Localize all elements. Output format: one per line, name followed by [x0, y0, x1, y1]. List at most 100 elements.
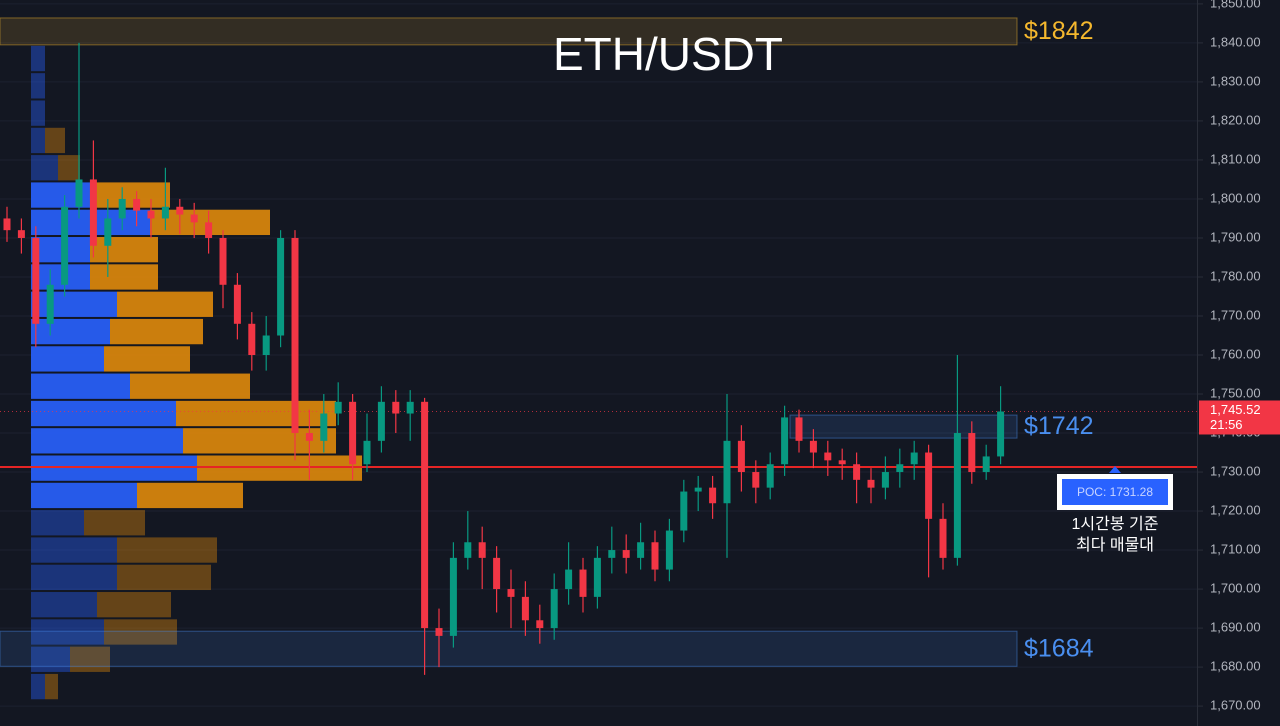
- candle-body: [939, 518, 947, 558]
- candle-body: [781, 417, 789, 465]
- y-tick-label: 1,840.00: [1210, 34, 1261, 49]
- y-tick-label: 1,690.00: [1210, 620, 1261, 635]
- zone-label: $1842: [1024, 17, 1094, 45]
- candle-body: [133, 198, 141, 211]
- profile-buy-bar: [31, 182, 95, 208]
- profile-buy-bar: [31, 564, 117, 591]
- profile-sell-bar: [137, 482, 243, 509]
- y-tick-label: 1,710.00: [1210, 541, 1261, 556]
- candle-body: [521, 596, 529, 621]
- candle-body: [248, 323, 256, 356]
- profile-sell-bar: [183, 428, 336, 454]
- profile-sell-bar: [90, 237, 158, 263]
- candle-body: [233, 284, 241, 324]
- y-tick-label: 1,790.00: [1210, 229, 1261, 244]
- y-tick-label: 1,770.00: [1210, 307, 1261, 322]
- y-tick-label: 1,810.00: [1210, 151, 1261, 166]
- candle-body: [982, 456, 990, 473]
- candle-body: [694, 487, 702, 492]
- candle-body: [363, 440, 371, 465]
- poc-note: 최다 매물대: [1076, 536, 1154, 554]
- candle-body: [665, 530, 673, 570]
- candle-body: [997, 411, 1005, 457]
- zone-box: [789, 414, 1018, 439]
- candle-body: [766, 464, 774, 488]
- profile-buy-bar: [31, 592, 97, 618]
- profile-buy-bar: [31, 155, 58, 181]
- poc-note: 1시간봉 기준: [1072, 515, 1159, 533]
- profile-buy-bar: [31, 619, 104, 645]
- candle-body: [550, 589, 558, 629]
- profile-sell-bar: [58, 155, 80, 181]
- candle-body: [406, 401, 414, 414]
- candle-body: [565, 569, 573, 590]
- candle-body: [161, 206, 169, 219]
- profile-buy-bar: [31, 45, 45, 72]
- profile-sell-bar: [176, 400, 336, 427]
- profile-buy-bar: [31, 510, 84, 536]
- profile-buy-bar: [31, 291, 117, 317]
- candle-body: [349, 401, 357, 465]
- candle-body: [190, 214, 198, 223]
- candle-body: [853, 464, 861, 480]
- candle-body: [680, 491, 688, 531]
- profile-sell-bar: [117, 291, 213, 317]
- candle-body: [723, 440, 731, 504]
- profile-buy-bar: [31, 73, 45, 99]
- profile-sell-bar: [110, 318, 203, 345]
- last-price-label: 1,745.52: [1210, 402, 1261, 417]
- profile-sell-bar: [90, 264, 158, 290]
- candle-body: [219, 237, 227, 285]
- candle-body: [795, 417, 803, 441]
- y-tick-label: 1,670.00: [1210, 698, 1261, 713]
- y-tick-label: 1,720.00: [1210, 502, 1261, 517]
- candle-body: [709, 487, 717, 504]
- profile-sell-bar: [117, 537, 217, 563]
- candle-body: [651, 542, 659, 570]
- candle-body: [449, 557, 457, 636]
- candle-body: [305, 433, 313, 441]
- candle-body: [622, 550, 630, 558]
- zone-box: [0, 17, 1018, 46]
- profile-buy-bar: [31, 264, 90, 290]
- candle-body: [968, 433, 976, 473]
- candle-body: [637, 542, 645, 558]
- last-price-tag: [1199, 400, 1280, 435]
- profile-buy-bar: [31, 346, 104, 372]
- profile-buy-bar: [31, 428, 183, 454]
- profile-buy-bar: [31, 100, 45, 126]
- candle-body: [752, 472, 760, 488]
- candle-body: [377, 401, 385, 441]
- candle-body: [536, 620, 544, 629]
- candle-body: [867, 479, 875, 488]
- plot-area: [0, 3, 1197, 707]
- candle-body: [291, 237, 299, 434]
- candle-body: [118, 198, 126, 219]
- candle-body: [507, 589, 515, 597]
- y-tick-label: 1,680.00: [1210, 659, 1261, 674]
- candle-body: [205, 222, 213, 238]
- profile-sell-bar: [197, 455, 362, 481]
- candle-body: [32, 237, 40, 324]
- candle-body: [46, 284, 54, 324]
- profile-sell-bar: [104, 346, 190, 372]
- candle-body: [824, 452, 832, 461]
- profile-sell-bar: [130, 373, 250, 399]
- profile-buy-bar: [31, 482, 137, 509]
- candle-body: [421, 401, 429, 629]
- profile-sell-bar: [70, 646, 110, 672]
- y-tick-label: 1,820.00: [1210, 112, 1261, 127]
- profile-sell-bar: [45, 127, 65, 154]
- candle-body: [881, 472, 889, 488]
- zone-label: $1742: [1024, 412, 1094, 440]
- candle-body: [392, 401, 400, 414]
- y-tick-label: 1,830.00: [1210, 73, 1261, 88]
- candle-body: [147, 210, 155, 219]
- candle-body: [61, 206, 69, 285]
- profile-buy-bar: [31, 127, 45, 154]
- zone-box: [0, 630, 1018, 667]
- candle-body: [176, 206, 184, 215]
- candle-body: [89, 179, 97, 246]
